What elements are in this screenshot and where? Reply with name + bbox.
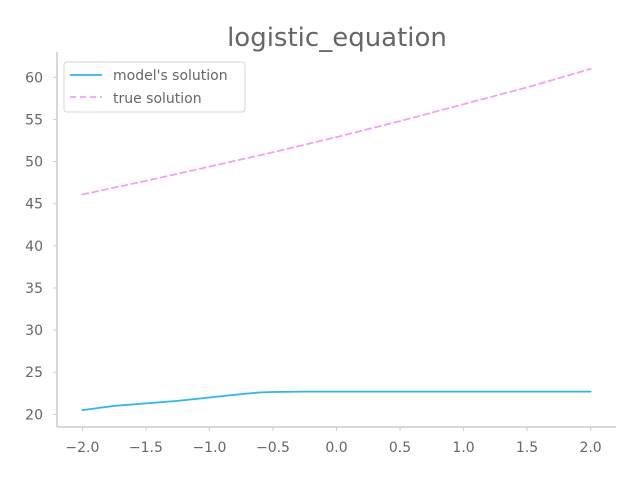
y-tick-label: 40	[25, 239, 43, 255]
legend-box	[63, 61, 246, 113]
y-tick-label: 55	[25, 112, 43, 128]
chart-title: logistic_equation	[227, 23, 447, 53]
series-line-model-solution	[81, 390, 592, 411]
y-tick-label: 25	[25, 365, 43, 381]
y-tick-label: 45	[25, 197, 43, 213]
legend: model's solution true solution	[63, 61, 246, 113]
legend-label-model-solution: model's solution	[113, 68, 228, 84]
x-tick-label: 1.5	[516, 440, 538, 456]
y-ticks: 20 25 30 35 40 45 50 55 60	[25, 70, 57, 423]
x-tick-label: −2.0	[65, 440, 99, 456]
x-tick-label: 1.0	[452, 440, 474, 456]
x-tick-label: 0.0	[325, 440, 347, 456]
x-tick-label: 2.0	[579, 440, 601, 456]
y-tick-label: 50	[25, 155, 43, 171]
x-tick-label: 0.5	[389, 440, 411, 456]
y-tick-label: 35	[25, 281, 43, 297]
x-tick-label: −0.5	[256, 440, 290, 456]
y-tick-label: 20	[25, 407, 43, 423]
y-tick-label: 60	[25, 70, 43, 86]
x-tick-label: −1.0	[192, 440, 226, 456]
plot-lines	[81, 68, 592, 411]
legend-label-true-solution: true solution	[113, 91, 202, 107]
x-tick-label: −1.5	[129, 440, 163, 456]
series-line-true-solution	[81, 68, 592, 196]
y-tick-label: 30	[25, 323, 43, 339]
x-ticks: −2.0 −1.5 −1.0 −0.5 0.0 0.5 1.0 1.5 2.0	[65, 427, 602, 456]
